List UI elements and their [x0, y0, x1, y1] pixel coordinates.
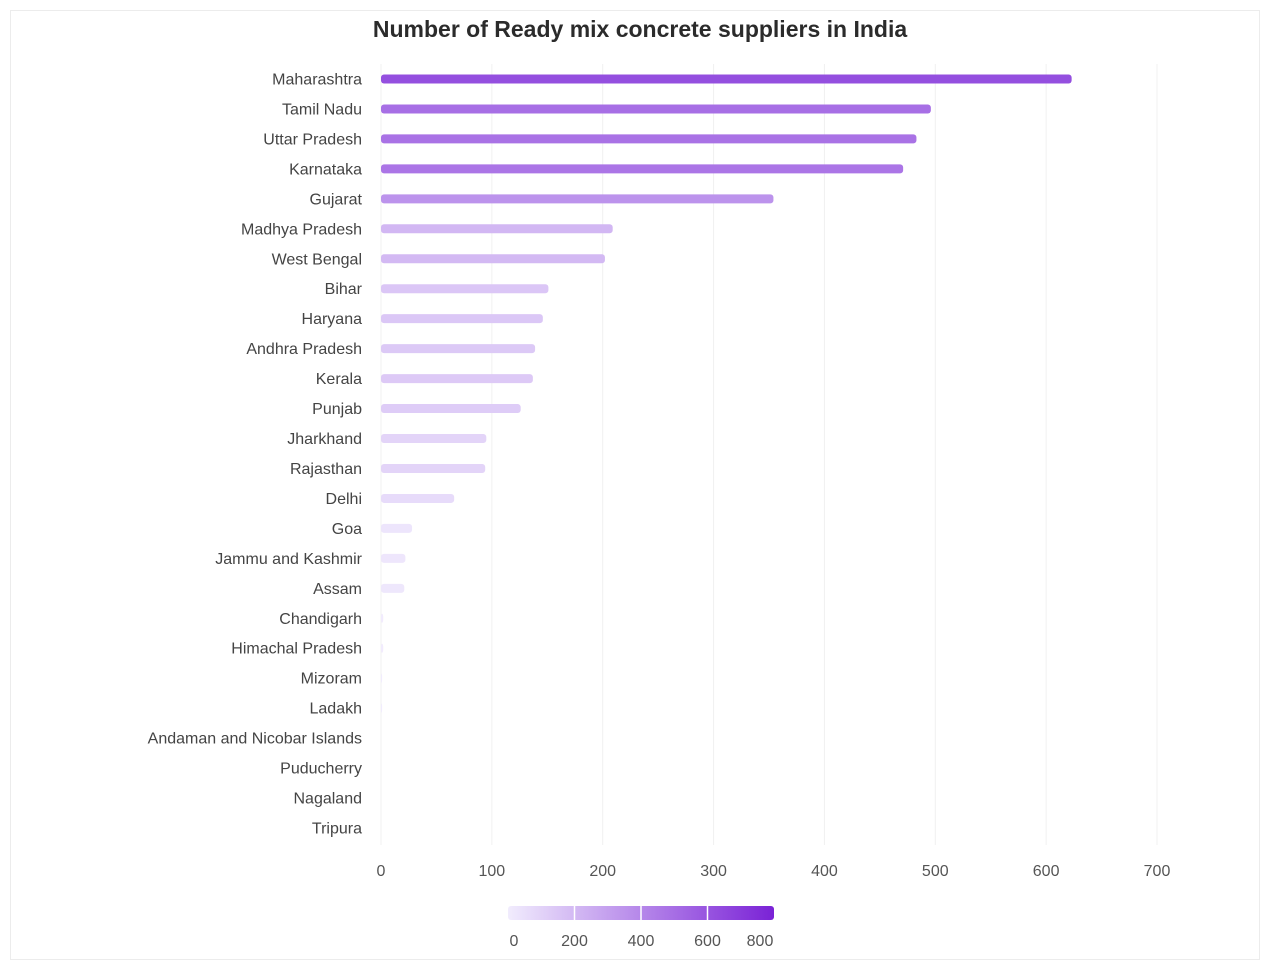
category-label: Kerala [316, 371, 362, 388]
bar [381, 613, 384, 623]
color-scale-tick-label: 200 [561, 933, 588, 950]
category-label: Assam [313, 581, 362, 598]
category-label: Tripura [312, 821, 362, 838]
color-scale-tick-label: 400 [628, 933, 655, 950]
chart-title: Number of Ready mix concrete suppliers i… [372, 16, 908, 42]
bar [381, 74, 1072, 84]
category-label: Uttar Pradesh [263, 131, 362, 148]
bar [381, 344, 536, 354]
category-label: Andaman and Nicobar Islands [148, 731, 362, 748]
bar [381, 463, 486, 473]
category-label: Karnataka [289, 161, 362, 178]
bars [381, 74, 1072, 713]
x-tick-label: 300 [700, 863, 727, 880]
category-label: West Bengal [272, 251, 362, 268]
bar [381, 523, 413, 533]
category-label: Andhra Pradesh [246, 341, 362, 358]
bar [381, 493, 455, 503]
bar [381, 284, 549, 294]
bar [381, 404, 521, 414]
category-label: Himachal Pradesh [231, 641, 362, 658]
category-label: Puducherry [280, 761, 362, 778]
bar [381, 434, 487, 444]
x-tick-label: 200 [589, 863, 616, 880]
category-labels: Maharashtra Tamil Nadu Uttar Pradesh Karnat… [148, 72, 363, 838]
bar [381, 583, 405, 593]
bar [381, 104, 931, 114]
x-tick-label: 600 [1033, 863, 1060, 880]
category-label: Jharkhand [287, 431, 362, 448]
x-tick-label: 700 [1144, 863, 1171, 880]
color-scale-legend: 0 200 400 600 800 [508, 906, 774, 950]
category-label: Madhya Pradesh [241, 221, 362, 238]
bar [381, 134, 917, 144]
x-tick-label: 500 [922, 863, 949, 880]
bar [381, 224, 613, 234]
x-tick-label: 0 [377, 863, 386, 880]
bar [381, 254, 605, 264]
category-label: Haryana [302, 311, 363, 328]
category-label: Nagaland [294, 791, 363, 808]
x-tick-label: 100 [479, 863, 506, 880]
category-label: Bihar [325, 281, 363, 298]
bar [381, 553, 406, 563]
bar [381, 643, 384, 653]
x-axis-ticks: 0 100 200 300 400 500 600 700 [377, 863, 1171, 880]
gridlines [380, 64, 1158, 845]
category-label: Tamil Nadu [282, 101, 362, 118]
category-label: Rajasthan [290, 461, 362, 478]
bar [381, 164, 904, 174]
category-label: Gujarat [310, 191, 363, 208]
bar [381, 703, 383, 713]
category-label: Ladakh [310, 701, 363, 718]
category-label: Chandigarh [279, 611, 362, 628]
bar [381, 374, 533, 384]
bar [381, 673, 383, 683]
category-label: Goa [332, 521, 362, 538]
category-label: Punjab [312, 401, 362, 418]
category-label: Jammu and Kashmir [215, 551, 362, 568]
chart-frame [10, 10, 1260, 960]
color-scale-tick-label: 0 [510, 933, 519, 950]
color-scale-tick-label: 800 [747, 933, 774, 950]
category-label: Mizoram [301, 671, 362, 688]
bar [381, 194, 774, 204]
x-tick-label: 400 [811, 863, 838, 880]
bar [381, 314, 543, 324]
category-label: Delhi [326, 491, 362, 508]
color-scale-tick-label: 600 [694, 933, 721, 950]
category-label: Maharashtra [272, 72, 362, 89]
